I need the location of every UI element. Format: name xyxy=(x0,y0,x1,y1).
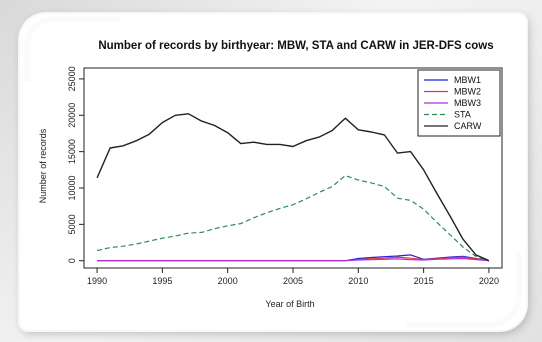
legend-label-mbw1: MBW1 xyxy=(454,75,481,85)
legend-label-mbw3: MBW3 xyxy=(454,98,481,108)
legend-label-mbw2: MBW2 xyxy=(454,87,481,97)
x-axis-label: Year of Birth xyxy=(265,299,314,309)
legend-label-carw: CARW xyxy=(454,121,482,131)
y-tick-label: 0 xyxy=(67,258,77,263)
y-tick-label: 10000 xyxy=(67,175,77,200)
chart-card xyxy=(20,14,526,330)
y-tick-label: 5000 xyxy=(67,214,77,234)
series-line-mbw3 xyxy=(97,257,489,262)
x-tick-label: 1995 xyxy=(152,276,172,286)
chart-title: Number of records by birthyear: MBW, STA… xyxy=(98,40,493,52)
plot-area: 1990 1995 2000 2005 2010 2015 2020 0 5000 10000 15… xyxy=(67,66,503,286)
card-corner-highlight-bottom-right xyxy=(406,252,522,328)
y-tick-label: 15000 xyxy=(67,139,77,164)
series-line-carw xyxy=(96,113,490,262)
y-tick-label: 20000 xyxy=(67,103,77,128)
series-line-sta xyxy=(96,175,490,262)
y-tick-label: 25000 xyxy=(67,66,77,91)
x-tick-label: 2010 xyxy=(348,276,368,286)
card-corner-highlight-top-left xyxy=(24,16,120,82)
x-tick-label: 2020 xyxy=(479,276,499,286)
legend-label-sta: STA xyxy=(454,110,471,120)
x-tick-label: 1990 xyxy=(87,276,107,286)
x-tick-label: 2005 xyxy=(283,276,303,286)
y-axis-label: Number of records xyxy=(38,128,48,203)
x-tick-label: 2000 xyxy=(218,276,238,286)
x-tick-label: 2015 xyxy=(414,276,434,286)
